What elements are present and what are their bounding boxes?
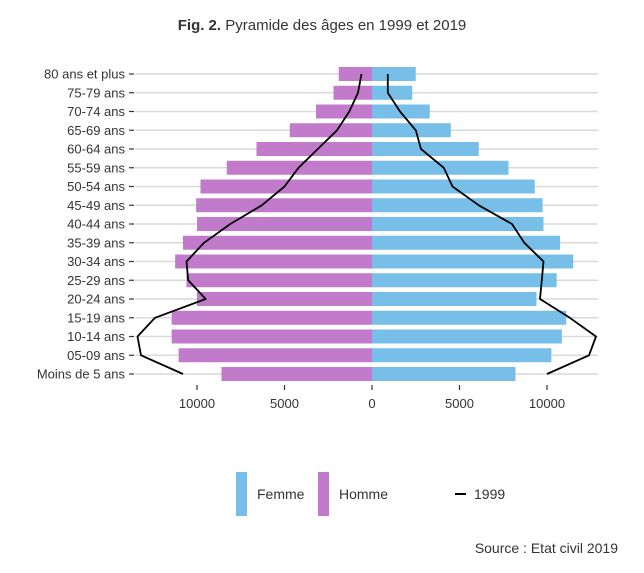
y-tick-label: 60-64 ans: [67, 142, 125, 157]
line-1999-homme: [136, 73, 363, 375]
bar-femme: [372, 85, 413, 100]
x-tick-label: 10000: [529, 396, 565, 411]
bar-femme: [372, 348, 552, 363]
y-tick-label: 15-19 ans: [67, 310, 125, 325]
x-tick-label: 5000: [270, 396, 299, 411]
y-axis-labels: 80 ans et plus 75-79 ans 70-74 ans 65-69 an…: [37, 67, 134, 382]
y-tick-label: 10-14 ans: [67, 329, 125, 344]
chart-title: Fig. 2. Pyramide des âges en 1999 et 201…: [0, 17, 644, 34]
y-tick-label: Moins de 5 ans: [37, 367, 126, 382]
x-axis-labels: 10000 5000 0 5000 10000: [179, 385, 565, 411]
bar-femme: [372, 367, 516, 381]
legend-swatch-femme: [236, 472, 247, 516]
line-1999: [136, 73, 597, 375]
bar-homme: [197, 217, 372, 231]
bars: [171, 67, 574, 381]
bar-femme: [372, 67, 416, 81]
population-pyramid-chart: 80 ans et plus 75-79 ans 70-74 ans 65-69 an…: [37, 67, 598, 411]
bar-homme: [316, 104, 372, 119]
x-tick-label: 10000: [179, 396, 215, 411]
legend-line-1999: [455, 493, 466, 495]
bar-femme: [372, 142, 479, 156]
y-tick-label: 55-59 ans: [67, 160, 125, 175]
bar-homme: [183, 235, 372, 250]
bar-femme: [372, 198, 543, 213]
legend-label-homme: Homme: [339, 486, 389, 502]
x-tick-label: 5000: [445, 396, 474, 411]
bar-homme: [197, 292, 372, 306]
bar-homme: [338, 67, 372, 81]
legend: Femme Homme 1999: [0, 472, 644, 516]
legend-item-homme: Homme: [318, 472, 388, 516]
y-tick-label: 70-74 ans: [67, 104, 125, 119]
source-note: Source : Etat civil 2019: [474, 540, 618, 556]
bar-femme: [372, 254, 574, 269]
y-tick-label: 30-34 ans: [67, 254, 125, 269]
bar-homme: [333, 85, 372, 100]
bar-homme: [171, 310, 372, 325]
bar-homme: [178, 348, 372, 363]
bar-femme: [372, 235, 561, 250]
y-tick-label: 65-69 ans: [67, 123, 125, 138]
legend-label-1999: 1999: [474, 486, 506, 502]
bar-homme: [256, 142, 372, 156]
bar-femme: [372, 273, 557, 288]
y-tick-label: 25-29 ans: [67, 273, 125, 288]
y-tick-label: 75-79 ans: [67, 85, 125, 100]
bar-homme: [289, 123, 372, 138]
bar-homme: [171, 329, 372, 344]
legend-item-1999: 1999: [455, 472, 505, 516]
bar-femme: [372, 292, 537, 306]
figure-number: Fig. 2.: [177, 17, 222, 34]
bar-femme: [372, 217, 544, 231]
bar-homme: [221, 367, 372, 381]
x-tick-label: 0: [368, 396, 375, 411]
y-tick-label: 50-54 ans: [67, 179, 125, 194]
bar-femme: [372, 123, 451, 138]
bar-homme: [175, 254, 372, 269]
legend-item-femme: Femme: [236, 472, 304, 516]
legend-label-femme: Femme: [257, 486, 305, 502]
bar-homme: [186, 273, 372, 288]
legend-swatch-homme: [318, 472, 329, 516]
line-1999-femme: [386, 74, 597, 375]
bar-homme: [200, 179, 372, 194]
y-tick-label: 80 ans et plus: [44, 67, 125, 82]
bar-femme: [372, 329, 562, 344]
y-tick-label: 35-39 ans: [67, 235, 125, 250]
bar-femme: [372, 160, 509, 175]
bar-homme: [196, 198, 372, 213]
y-tick-label: 20-24 ans: [67, 292, 125, 307]
y-tick-label: 40-44 ans: [67, 217, 125, 232]
title-text: Pyramide des âges en 1999 et 2019: [221, 17, 467, 34]
y-tick-label: 05-09 ans: [67, 348, 125, 363]
y-tick-label: 45-49 ans: [67, 198, 125, 213]
bar-femme: [372, 310, 567, 325]
